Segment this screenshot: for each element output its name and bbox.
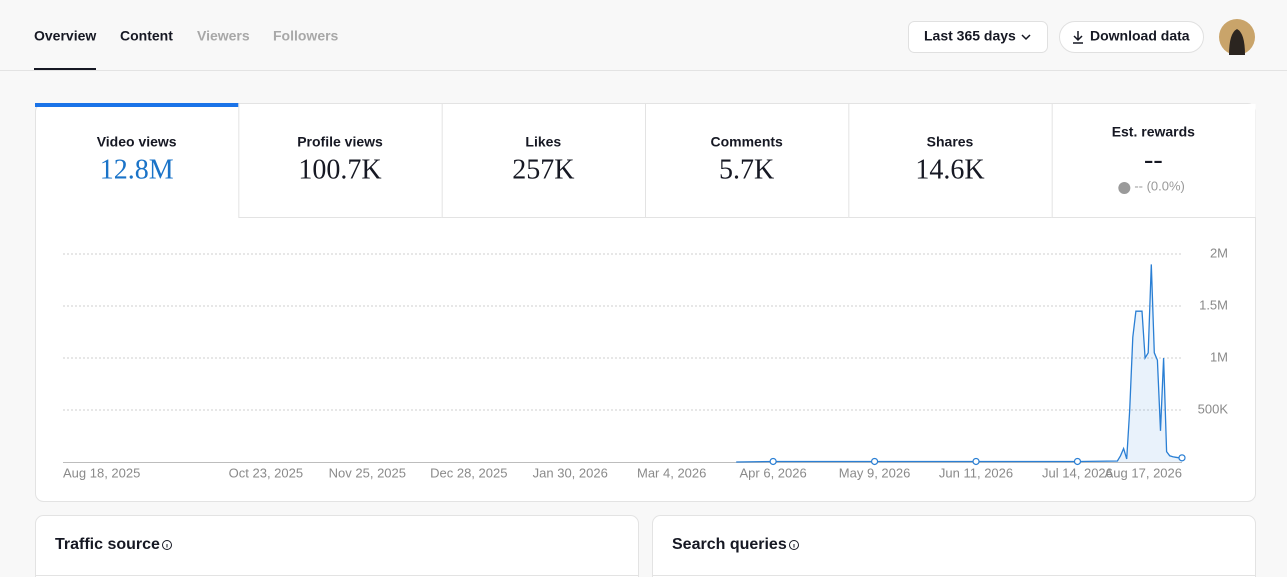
active-indicator	[35, 103, 239, 107]
metric-value: 12.8M	[100, 154, 174, 185]
point	[769, 457, 777, 466]
info-icon[interactable]	[789, 540, 799, 550]
metric-tab[interactable]: Est. rewards -- -- (0.0%)	[1051, 104, 1256, 218]
x-tick-label: Dec 28, 2025	[430, 465, 507, 480]
y-tick-label: 500K	[1198, 401, 1229, 416]
metric-cell	[442, 104, 646, 217]
change-icon	[1118, 182, 1131, 194]
tab-underline	[34, 68, 96, 70]
chevron-icon	[1021, 34, 1031, 41]
metric-value: 5.7K	[719, 154, 774, 185]
point	[870, 457, 879, 466]
y-tick-label: 2M	[1210, 245, 1228, 260]
metric-cell	[238, 104, 443, 217]
metric-label: Video views	[97, 134, 177, 150]
point	[972, 457, 980, 466]
y-tick-label: 1M	[1210, 349, 1228, 364]
tab[interactable]: Viewers	[197, 28, 250, 44]
tab[interactable]: Followers	[273, 28, 339, 44]
line	[736, 264, 1182, 463]
x-tick-label: Jan 30, 2026	[533, 465, 608, 480]
download-button[interactable]: Download data	[1059, 21, 1204, 53]
x-tick-label: Apr 6, 2026	[740, 465, 807, 480]
metric-cell	[645, 104, 849, 217]
x-tick-label: Mar 4, 2026	[637, 465, 706, 480]
info-icon[interactable]	[162, 540, 172, 550]
x-tick-label: Nov 25, 2025	[329, 465, 406, 480]
metric-cell	[1052, 104, 1256, 217]
range-button[interactable]: Last 365 days	[908, 21, 1048, 53]
metric-row: Video views 12.8M Profile views 100.7K Likes…	[35, 103, 1256, 218]
metric-label: Comments	[710, 134, 783, 150]
metric-value: 100.7K	[298, 154, 381, 185]
tab[interactable]: Overview	[34, 28, 96, 44]
x-tick-label: Aug 18, 2025	[63, 465, 140, 480]
metric-tab[interactable]: Comments 5.7K	[645, 104, 849, 218]
metric-cell	[848, 104, 1053, 217]
metric-label: Shares	[927, 134, 974, 150]
metric-value: 14.6K	[915, 154, 984, 185]
metric-value: --	[1144, 144, 1163, 175]
point	[1073, 457, 1082, 466]
y-tick-label: 1.5M	[1199, 297, 1228, 312]
avatar-figure	[1229, 29, 1245, 55]
x-tick-label: Jun 11, 2026	[939, 465, 1013, 480]
metric-tab[interactable]: Shares 14.6K	[848, 104, 1053, 218]
panel	[652, 515, 1256, 577]
avatar[interactable]	[1219, 19, 1255, 55]
metric-change: -- (0.0%)	[1134, 178, 1185, 193]
panel-title: Search queries	[672, 536, 787, 553]
metric-tab[interactable]: Video views 12.8M	[35, 103, 239, 185]
x-tick-label: Oct 23, 2025	[229, 465, 303, 480]
button-label: Last 365 days	[924, 28, 1016, 44]
line-area	[736, 264, 1182, 462]
button-frame	[1059, 21, 1204, 53]
tab[interactable]: Content	[120, 28, 173, 44]
chart: 500K 1M 1.5M 2M Aug 18, 2025 Oct 23, 2025 Nov …	[63, 245, 1228, 480]
x-tick-label: Jul 14, 2026	[1042, 465, 1113, 480]
metric-label: Profile views	[297, 134, 383, 150]
download-icon	[1073, 31, 1083, 44]
x-tick-label: May 9, 2026	[839, 465, 911, 480]
metric-value: 257K	[512, 154, 574, 185]
button-label: Download data	[1090, 28, 1190, 44]
panel	[35, 515, 639, 577]
metric-tab[interactable]: Profile views 100.7K	[238, 104, 443, 218]
button-frame	[908, 21, 1048, 53]
x-tick-label: Aug 17, 2026	[1105, 465, 1182, 480]
panel-title: Traffic source	[55, 536, 160, 553]
metric-tab[interactable]: Likes 257K	[441, 104, 646, 218]
point	[1178, 454, 1186, 462]
metric-label: Est. rewards	[1112, 124, 1195, 140]
metric-label: Likes	[525, 134, 561, 150]
